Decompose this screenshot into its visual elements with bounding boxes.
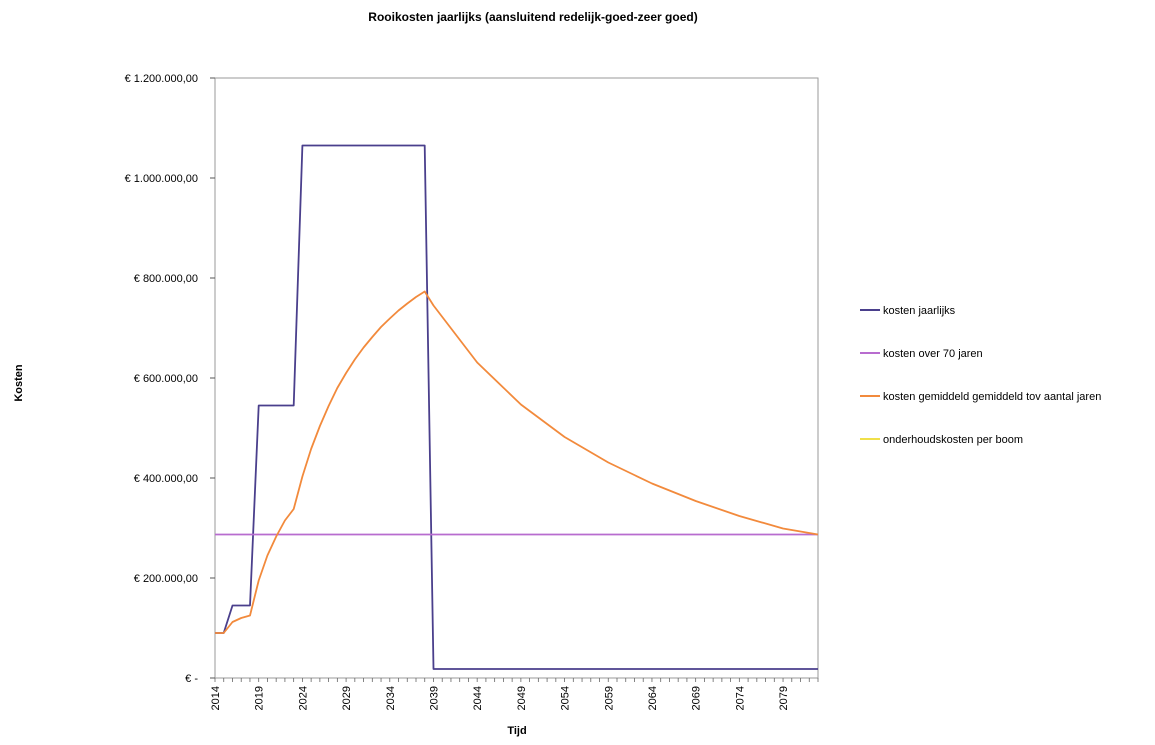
x-tick-label: 2069: [691, 686, 703, 710]
x-tick-label: 2079: [778, 686, 790, 710]
x-tick-label: 2014: [210, 686, 222, 710]
x-tick-label: 2064: [647, 686, 659, 710]
legend-label: kosten jaarlijks: [883, 305, 956, 317]
x-tick-label: 2049: [516, 686, 528, 710]
legend-label: kosten over 70 jaren: [883, 348, 983, 360]
x-axis: 2014 2019 2024 2029 2034 2039 2044 2049 2054 2059…: [210, 678, 819, 710]
legend-label: kosten gemiddeld gemiddeld tov aantal ja…: [883, 391, 1101, 403]
y-tick-label: € 800.000,00: [134, 273, 198, 285]
plot-frame: [214, 77, 819, 679]
y-tick-label: € 1.200.000,00: [125, 73, 198, 85]
y-tick-label: € 600.000,00: [134, 373, 198, 385]
plot-area: [214, 77, 819, 679]
series-line-1: [215, 144, 818, 670]
x-tick-label: 2054: [560, 686, 572, 710]
x-tick-label: 2044: [472, 686, 484, 710]
x-tick-label: 2059: [603, 686, 615, 710]
y-axis: € - € 200.000,00 € 400.000,00 € 600.000,00 €…: [125, 73, 215, 685]
y-tick-label: € 200.000,00: [134, 573, 198, 585]
y-tick-label: € 400.000,00: [134, 473, 198, 485]
y-axis-title: Kosten: [13, 364, 25, 402]
chart-title: Rooikosten jaarlijks (aansluitend redeli…: [368, 10, 697, 24]
y-tick-label: € -: [185, 673, 198, 685]
series-line-3: [215, 290, 819, 634]
x-tick-label: 2074: [734, 686, 746, 710]
series-layer: [215, 144, 819, 670]
y-tick-label: € 1.000.000,00: [125, 173, 198, 185]
x-tick-label: 2029: [341, 686, 353, 710]
legend: kosten jaarlijks kosten over 70 jaren kost…: [860, 305, 1101, 446]
legend-label: onderhoudskosten per boom: [883, 434, 1023, 446]
x-tick-label: 2039: [428, 686, 440, 710]
x-axis-title: Tijd: [507, 725, 526, 737]
x-tick-label: 2019: [254, 686, 266, 710]
x-tick-label: 2034: [385, 686, 397, 710]
x-tick-label: 2024: [297, 686, 309, 710]
